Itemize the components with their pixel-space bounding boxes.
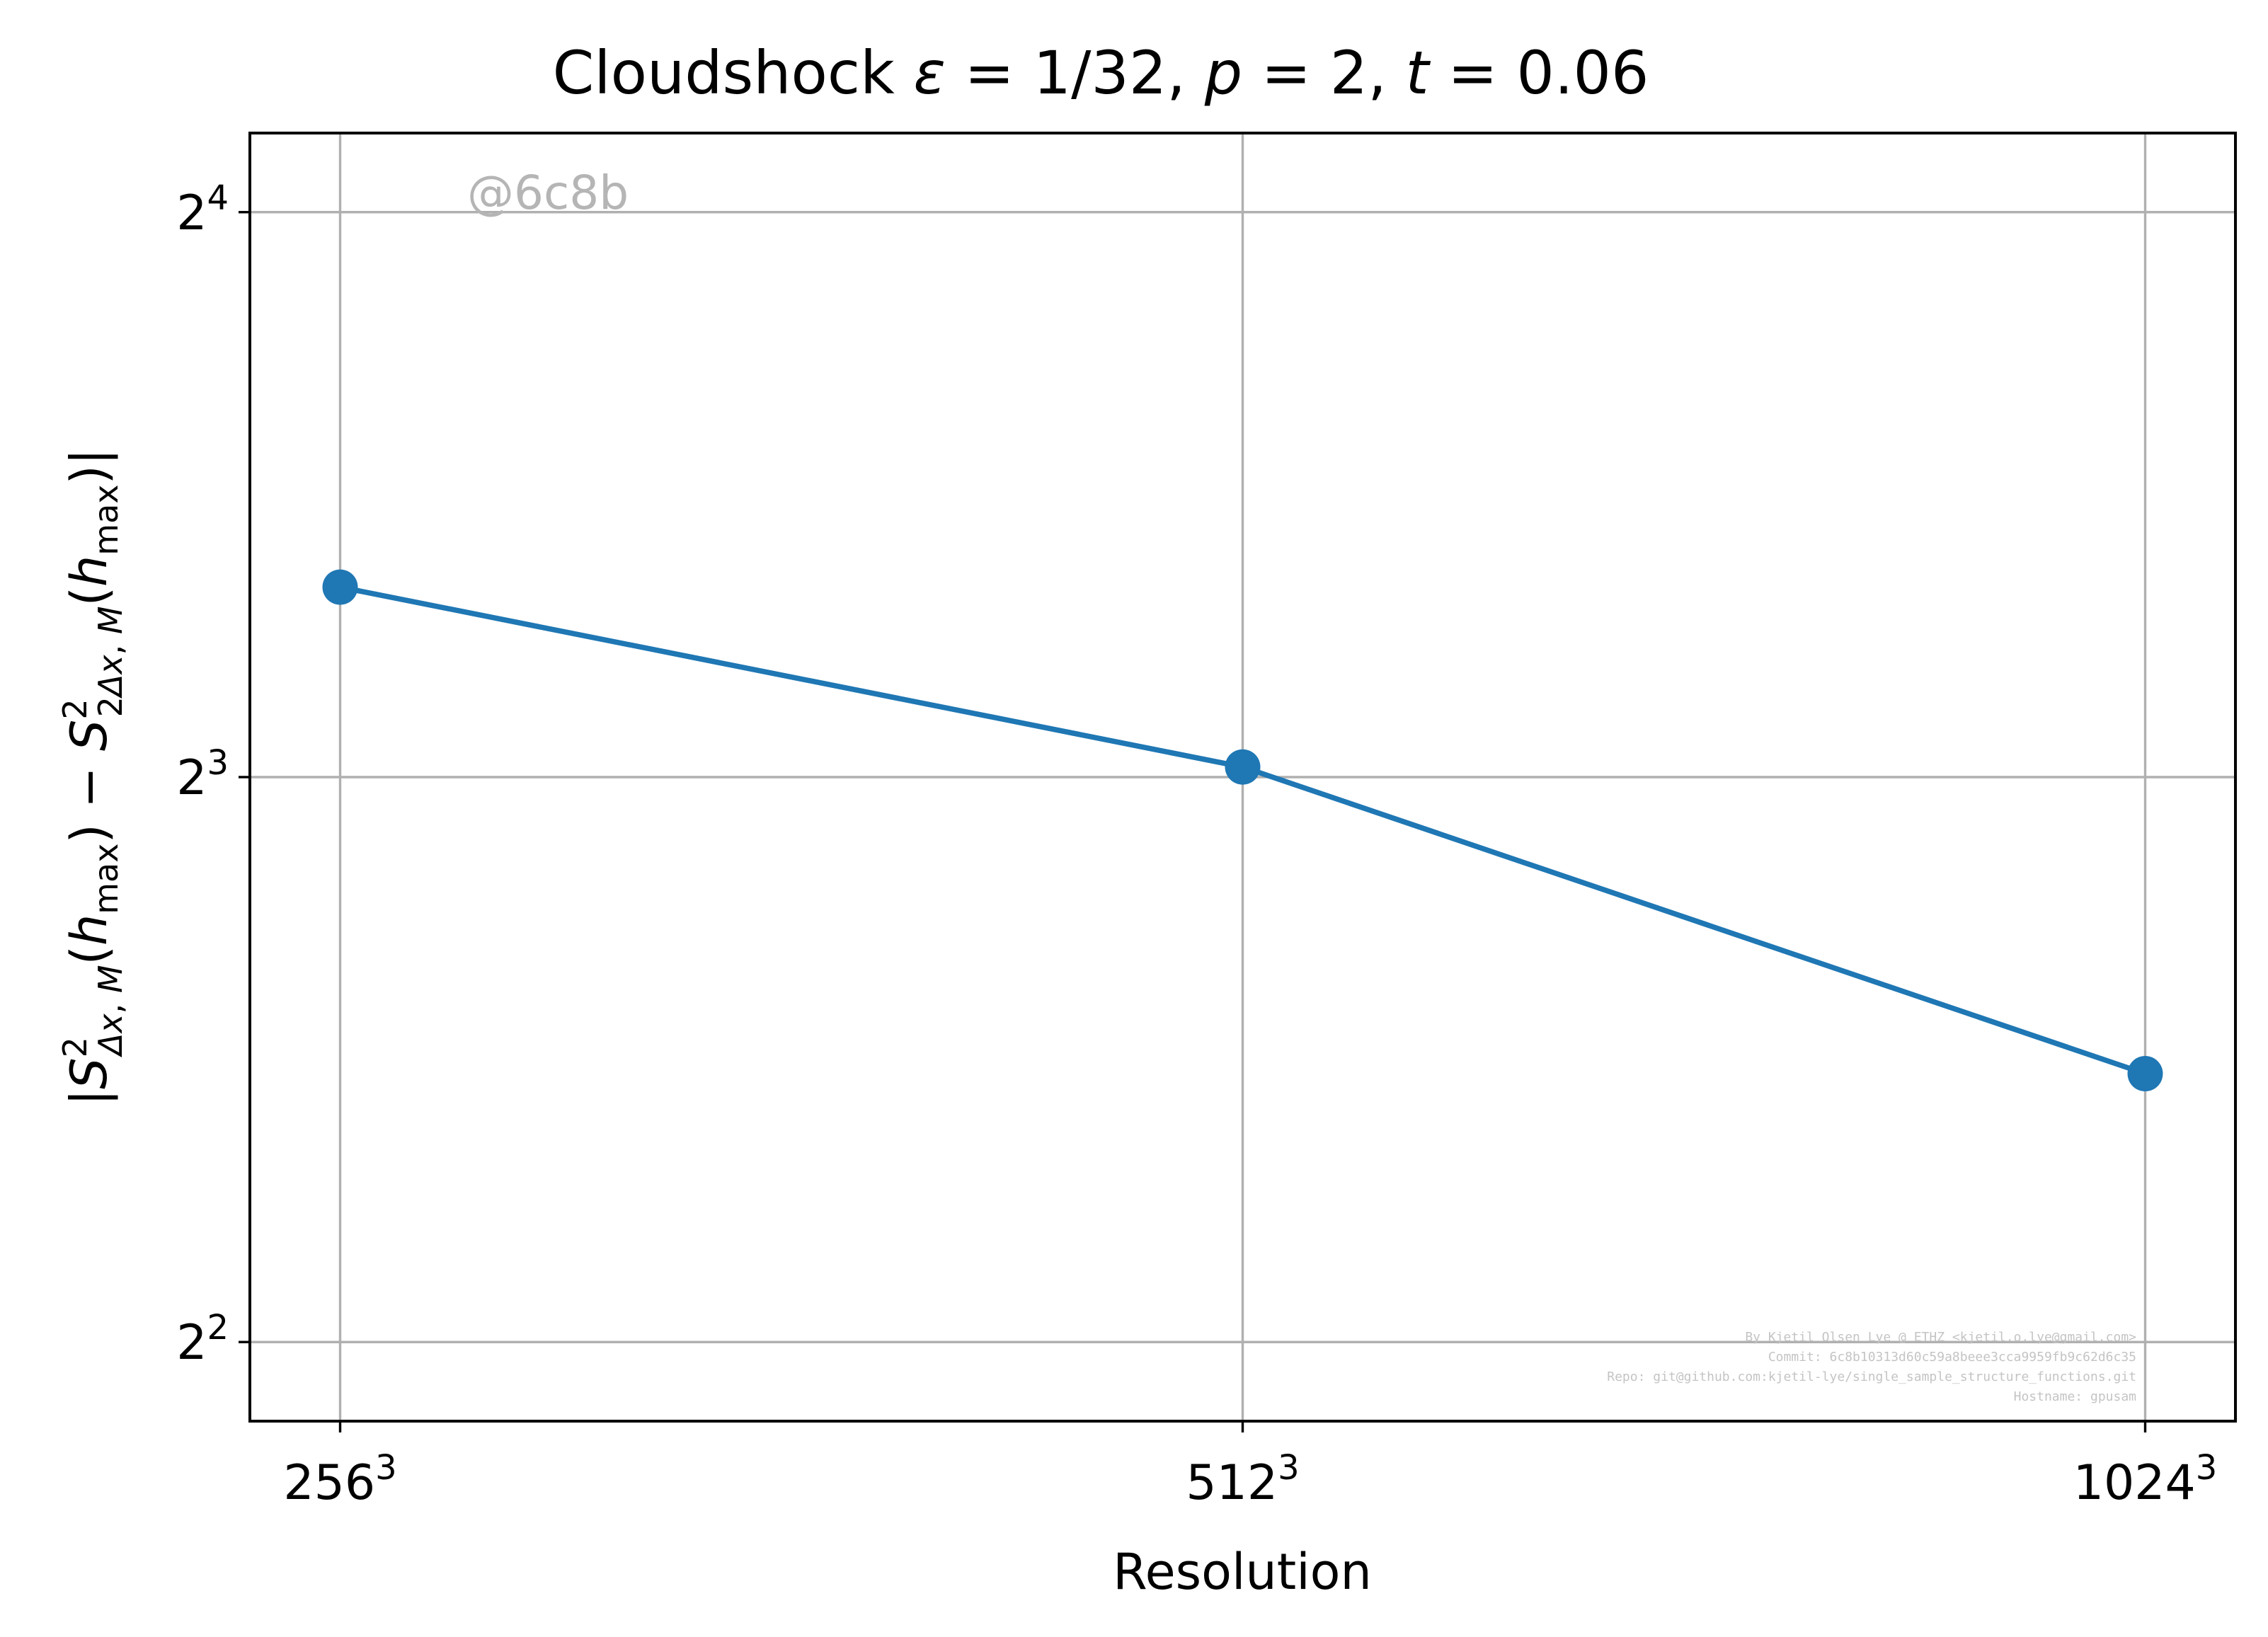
y-tick-label: 23	[176, 743, 229, 806]
x-axis-label: Resolution	[1113, 1543, 1372, 1601]
x-tick-label: 10243	[2073, 1448, 2218, 1511]
data-point	[2127, 1056, 2163, 1092]
footer-text: By Kjetil Olsen Lye @ ETHZ <kjetil.o.lye…	[1607, 1330, 2136, 1404]
footer-line: Commit: 6c8b10313d60c59a8beee3cca9959fb9…	[1768, 1350, 2136, 1365]
y-tick-label: 24	[176, 178, 229, 241]
x-tick-label: 2563	[283, 1448, 396, 1511]
data-point	[322, 569, 358, 605]
footer-line: By Kjetil Olsen Lye @ ETHZ <kjetil.o.lye…	[1745, 1330, 2136, 1345]
footer-line: Repo: git@github.com:kjetil-lye/single_s…	[1607, 1369, 2136, 1384]
watermark: @6c8b	[467, 166, 629, 220]
y-axis-label: |S2Δx, M(hmax) − S22Δx, M(hmax)|	[56, 449, 130, 1106]
y-tick-label: 22	[176, 1308, 229, 1371]
chart-title: Cloudshock ε = 1/32, p = 2, t = 0.06	[553, 38, 1649, 108]
footer-line: Hostname: gpusam	[2014, 1389, 2136, 1404]
x-tick-label: 5123	[1186, 1448, 1299, 1511]
data-point	[1225, 749, 1261, 785]
data-series	[322, 569, 2163, 1092]
axis-ticks: 2563 5123 10243 22 23 24	[176, 178, 2217, 1511]
